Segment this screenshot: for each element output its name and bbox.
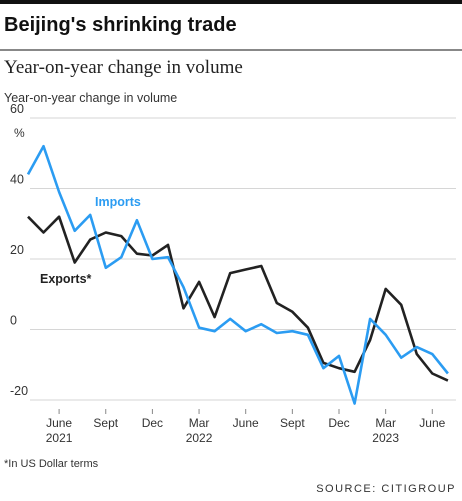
x-tick-label: Sept <box>93 416 118 430</box>
y-tick-label: -20 <box>10 384 28 398</box>
x-tick-label: June <box>419 416 445 430</box>
y-tick-label: 60 <box>10 102 24 116</box>
x-tick-label: June <box>233 416 259 430</box>
chart-subtitle: Year-on-year change in volume <box>4 57 243 78</box>
x-tick-label: Dec <box>142 416 163 430</box>
series-line <box>27 215 449 382</box>
y-tick-label: 20 <box>10 243 24 257</box>
x-tick-label: Mar 2023 <box>372 416 399 445</box>
series-line <box>26 144 449 405</box>
x-tick-label: Sept <box>280 416 305 430</box>
top-bar <box>0 0 462 4</box>
y-tick-label: 40 <box>10 172 24 186</box>
source: SOURCE: CITIGROUP <box>316 483 456 495</box>
x-tick-label: Mar 2022 <box>186 416 213 445</box>
y-unit: % <box>14 126 25 140</box>
x-tick-label: June 2021 <box>46 416 73 445</box>
footnote: *In US Dollar terms <box>4 458 99 470</box>
y-tick-label: 0 <box>10 313 17 327</box>
legend-label: Imports <box>95 195 141 209</box>
y-axis-label: Year-on-year change in volume <box>4 91 177 105</box>
x-tick-label: Dec <box>328 416 349 430</box>
legend-label: Exports* <box>40 272 92 286</box>
chart-title: Beijing's shrinking trade <box>4 14 237 36</box>
